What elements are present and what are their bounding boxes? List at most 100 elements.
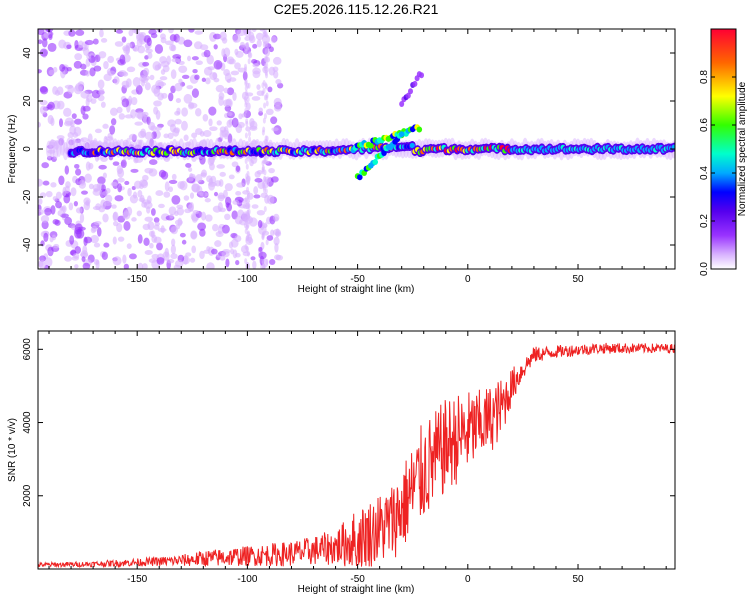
heatmap-cell xyxy=(178,65,188,73)
heatmap-cell xyxy=(152,61,162,71)
heatmap-cell xyxy=(203,49,211,58)
heatmap-cell xyxy=(153,86,161,97)
heatmap-cell xyxy=(74,246,82,254)
heatmap-cell xyxy=(252,43,258,49)
heatmap-cell xyxy=(183,195,190,201)
heatmap-cell xyxy=(195,107,202,117)
heatmap-cell xyxy=(184,208,192,214)
heatmap-cell xyxy=(44,207,52,216)
heatmap-cell xyxy=(170,253,178,260)
heatmap-cell xyxy=(121,98,130,108)
heatmap-cell xyxy=(68,202,74,211)
heatmap-cell xyxy=(257,220,263,229)
heatmap-cell xyxy=(265,108,274,116)
heatmap-cell xyxy=(212,205,222,213)
heatmap-cell xyxy=(244,36,251,42)
heatmap-cell xyxy=(95,203,102,211)
heatmap-cell xyxy=(50,205,56,215)
heatmap-cell xyxy=(157,29,163,33)
heatmap-cell xyxy=(191,88,199,98)
heatmap-cell xyxy=(189,202,195,212)
heatmap-cell xyxy=(45,190,53,198)
spectrogram-xtick-label: 50 xyxy=(572,274,584,285)
heatmap-cell xyxy=(128,253,137,260)
heatmap-cell xyxy=(246,209,250,216)
heatmap-cell xyxy=(232,34,241,43)
heatmap-cell xyxy=(126,66,136,73)
heatmap-cell xyxy=(131,29,137,33)
heatmap-cell xyxy=(273,213,280,222)
heatmap-cell xyxy=(100,184,106,192)
heatmap-cell xyxy=(38,29,45,36)
heatmap-cell xyxy=(169,213,174,219)
heatmap-cell xyxy=(151,234,158,244)
heatmap-cell xyxy=(100,199,107,209)
heatmap-cell xyxy=(246,192,250,199)
heatmap-cell xyxy=(146,195,152,204)
heatmap-cell xyxy=(41,220,49,230)
heatmap-cell xyxy=(50,117,55,127)
heatmap-cell xyxy=(154,44,164,54)
heatmap-cell xyxy=(160,33,166,40)
colorbar-frame xyxy=(710,28,737,270)
spectrogram-xtick-label: 0 xyxy=(465,274,471,285)
heatmap-cell xyxy=(206,54,214,65)
heatmap-cell xyxy=(82,262,91,269)
heatmap-cell xyxy=(75,29,85,36)
heatmap-cell xyxy=(102,123,109,129)
heatmap-cell xyxy=(256,209,266,216)
heatmap-cell xyxy=(234,48,239,56)
heatmap-cell xyxy=(96,226,102,237)
heatmap-cell xyxy=(64,117,74,126)
colorbar-label: Normalized spectral amplitude xyxy=(737,81,748,216)
heatmap-cell xyxy=(196,185,203,195)
heatmap-cell xyxy=(244,66,248,73)
heatmap-cell xyxy=(221,224,230,234)
heatmap-cell xyxy=(227,133,233,144)
heatmap-cell xyxy=(208,118,213,127)
heatmap-cell xyxy=(399,100,405,107)
heatmap-cell xyxy=(205,77,211,85)
spectrogram-xtick-label: -100 xyxy=(237,274,257,285)
heatmap-cell xyxy=(74,163,80,169)
heatmap-cell xyxy=(109,107,118,116)
heatmap-cells xyxy=(38,29,675,269)
heatmap-cell xyxy=(85,161,91,171)
heatmap-cell xyxy=(205,214,213,222)
heatmap-cell xyxy=(216,164,225,169)
heatmap-cell xyxy=(247,30,251,37)
heatmap-cell xyxy=(213,44,218,50)
heatmap-cell xyxy=(268,167,275,174)
heatmap-cell xyxy=(85,97,90,107)
heatmap-cell xyxy=(269,258,276,266)
heatmap-cell xyxy=(114,41,124,47)
snr-ytick-label: 4000 xyxy=(22,411,33,434)
heatmap-cell xyxy=(142,111,149,117)
heatmap-cell xyxy=(265,258,269,265)
heatmap-cell xyxy=(51,234,57,241)
heatmap-cell xyxy=(137,111,144,120)
heatmap-cell xyxy=(247,202,251,209)
heatmap-cell xyxy=(110,118,117,126)
heatmap-cell xyxy=(154,221,160,227)
heatmap-cell xyxy=(75,82,84,92)
heatmap-cell xyxy=(160,60,170,68)
heatmap-cell xyxy=(169,34,177,42)
heatmap-cell xyxy=(63,107,72,117)
heatmap-cell xyxy=(248,136,252,143)
heatmap-cell xyxy=(94,128,102,134)
heatmap-cell xyxy=(267,86,273,93)
heatmap-cell xyxy=(245,163,249,170)
heatmap-cell xyxy=(265,41,269,48)
heatmap-cell xyxy=(244,228,248,235)
heatmap-cell xyxy=(203,249,211,254)
heatmap-cell xyxy=(181,107,189,117)
heatmap-cell xyxy=(112,161,120,166)
heatmap-cell xyxy=(128,29,134,37)
heatmap-cell xyxy=(244,258,248,265)
heatmap-cell xyxy=(224,183,233,192)
heatmap-cell xyxy=(246,250,250,257)
heatmap-cell xyxy=(57,210,63,217)
heatmap-cell xyxy=(82,113,89,120)
heatmap-cell xyxy=(148,168,158,177)
